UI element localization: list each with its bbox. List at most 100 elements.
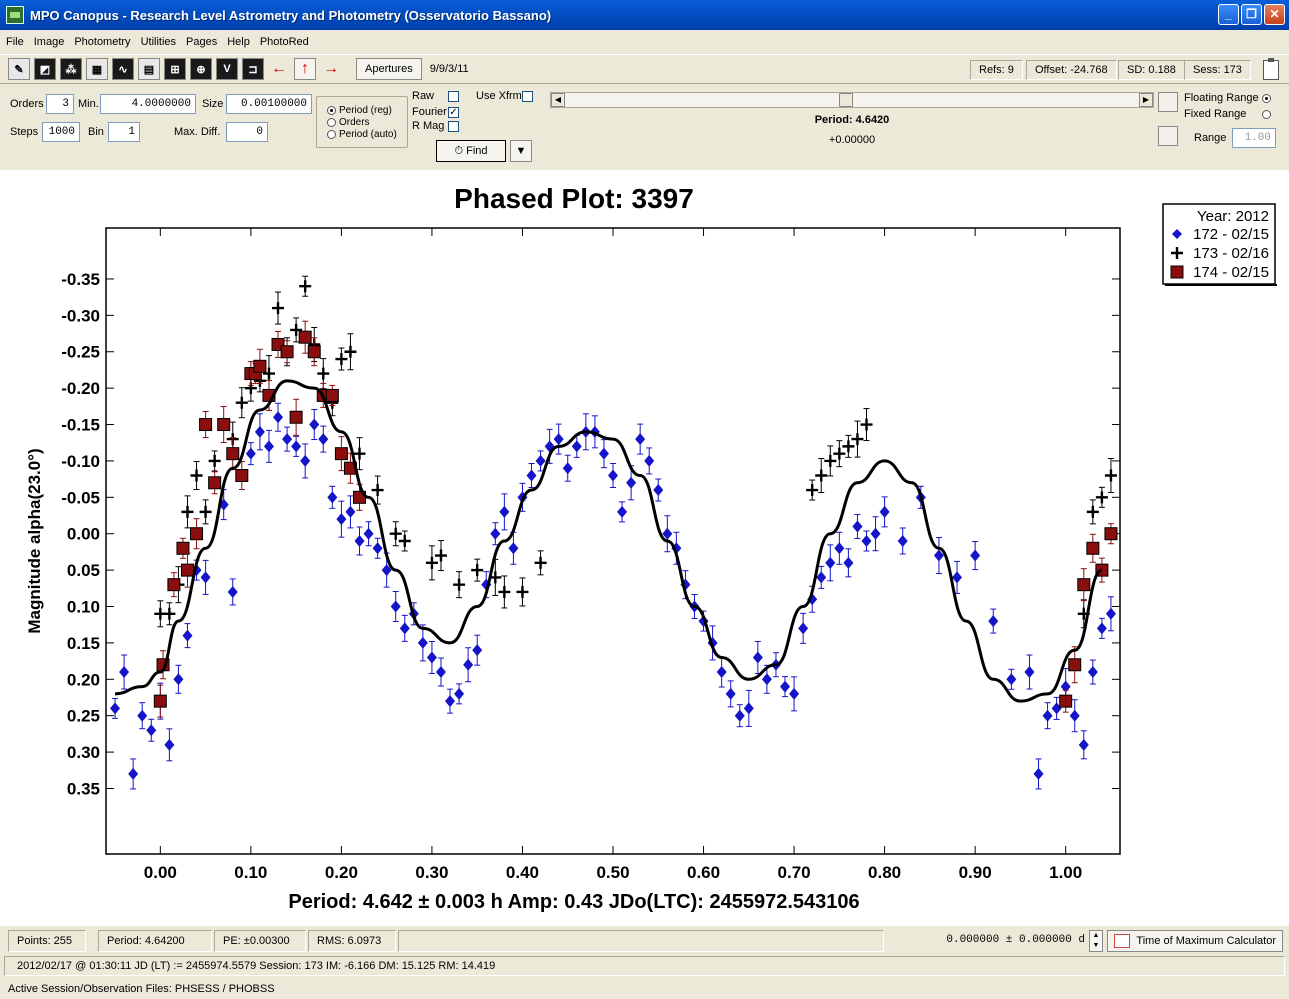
raw-checkbox[interactable]	[448, 91, 459, 102]
maxdiff-input[interactable]: 0	[226, 122, 268, 142]
period-slider[interactable]: ◀ ▶	[550, 92, 1154, 108]
apertures-button[interactable]: Apertures	[356, 58, 422, 80]
data-point-173	[833, 447, 846, 460]
steps-input[interactable]: 1000	[42, 122, 80, 142]
data-point-172	[508, 542, 519, 555]
table-icon[interactable]: ▤	[138, 58, 160, 80]
v-icon[interactable]: V	[216, 58, 238, 80]
data-point-172	[626, 476, 637, 489]
clipboard-icon[interactable]	[1263, 58, 1279, 80]
data-point-172	[870, 527, 881, 540]
data-point-174	[1086, 541, 1100, 555]
session-files: Active Session/Observation Files: PHSESS…	[8, 983, 275, 995]
binoculars-icon[interactable]	[1158, 126, 1178, 146]
size-input[interactable]: 0.00100000	[226, 94, 312, 114]
data-point-172	[608, 469, 618, 482]
radio-period-reg[interactable]: Period (reg)	[327, 105, 392, 116]
data-point-174	[190, 527, 204, 541]
phased-plot-chart: Phased Plot: 3397 0.00 0.10 0.20 0.30 0.40 0.5…	[25, 183, 1277, 913]
y-tick-label: 0.20	[67, 670, 100, 689]
data-point-172	[110, 702, 121, 715]
data-point-172	[1096, 622, 1107, 635]
rms-status: RMS: 6.0973	[308, 930, 396, 952]
data-point-172	[128, 767, 139, 780]
minimize-button[interactable]: _	[1218, 4, 1239, 25]
data-point-174	[180, 563, 194, 577]
chart-title: Phased Plot: 3397	[454, 183, 694, 214]
period-offset: +0.00000	[828, 134, 876, 146]
menu-file[interactable]: File	[6, 36, 24, 48]
graph-icon[interactable]	[1158, 92, 1178, 112]
data-point-174	[1059, 694, 1073, 708]
data-point-173	[335, 353, 348, 366]
radio-selected-icon	[327, 106, 336, 115]
data-point-172	[1042, 709, 1053, 722]
orders-label: Orders	[10, 98, 44, 110]
arrow-right-icon[interactable]: →	[323, 60, 339, 77]
data-point-173	[860, 418, 873, 431]
data-point-172	[617, 505, 628, 518]
arrow-up-icon[interactable]: ↑	[294, 58, 316, 80]
menu-photored[interactable]: PhotoRed	[259, 36, 309, 48]
data-point-173	[235, 396, 248, 409]
grid-icon[interactable]: ▦	[86, 58, 108, 80]
data-point-172	[254, 425, 265, 438]
arrow-left-icon[interactable]: ←	[271, 60, 287, 77]
data-point-173	[806, 484, 819, 497]
usexfrm-checkbox[interactable]	[522, 91, 533, 102]
stars-icon[interactable]: ⁂	[60, 58, 82, 80]
menu-image[interactable]: Image	[33, 36, 65, 48]
menu-photometry[interactable]: Photometry	[74, 36, 131, 48]
slider-left-button[interactable]: ◀	[551, 93, 565, 107]
fixed-range-radio[interactable]	[1262, 110, 1271, 119]
bin-input[interactable]: 1	[108, 122, 140, 142]
slider-right-button[interactable]: ▶	[1139, 93, 1153, 107]
menu-pages[interactable]: Pages	[186, 36, 218, 48]
restore-button[interactable]: ❐	[1241, 4, 1262, 25]
exit-icon[interactable]: ⊐	[242, 58, 264, 80]
close-button[interactable]: ✕	[1264, 4, 1285, 25]
data-point-172	[372, 542, 383, 555]
y-tick-label: -0.30	[61, 306, 100, 325]
data-point-172	[309, 418, 320, 431]
radio-icon	[327, 130, 336, 139]
camera-icon[interactable]: ✎	[8, 58, 30, 80]
data-point-172	[227, 585, 238, 598]
data-point-173	[842, 440, 855, 453]
offset-status: Offset: -24.768	[1026, 60, 1117, 80]
orders-input[interactable]: 3	[46, 94, 74, 114]
chevron-down-icon: ▼	[515, 145, 527, 157]
radio-period-auto[interactable]: Period (auto)	[327, 129, 397, 140]
align-icon[interactable]: ⊕	[190, 58, 212, 80]
tom-spinner[interactable]: ▲ ▼	[1089, 930, 1103, 952]
image-icon[interactable]: ◩	[34, 58, 56, 80]
find-button[interactable]: ⏱ Find	[436, 140, 506, 162]
data-point-172	[662, 527, 673, 540]
target-icon[interactable]: ⊞	[164, 58, 186, 80]
radio-orders-label: Orders	[339, 117, 370, 128]
data-point-172	[752, 651, 763, 664]
x-tick-label: 0.90	[959, 863, 992, 882]
min-input[interactable]: 4.0000000	[100, 94, 196, 114]
floating-range-radio[interactable]	[1262, 94, 1271, 103]
data-point-173	[272, 302, 285, 315]
find-options-dropdown[interactable]: ▼	[510, 140, 532, 162]
menu-help[interactable]: Help	[227, 36, 250, 48]
data-point-173	[163, 607, 176, 620]
data-point-172	[1069, 709, 1080, 722]
menu-utilities[interactable]: Utilities	[140, 36, 177, 48]
data-point-172	[263, 440, 274, 453]
data-point-173	[534, 556, 547, 569]
data-point-172	[644, 454, 655, 467]
fourier-checkbox[interactable]: ✓	[448, 107, 459, 118]
data-point-172	[1105, 607, 1116, 620]
data-point-172	[598, 447, 609, 460]
range-input[interactable]: 1.00	[1232, 128, 1276, 148]
data-point-174	[298, 330, 312, 344]
data-point-172	[273, 411, 284, 424]
slider-thumb[interactable]	[839, 93, 854, 107]
rmag-checkbox[interactable]	[448, 121, 459, 132]
time-of-maximum-button[interactable]: Time of Maximum Calculator	[1107, 930, 1283, 952]
chart-icon[interactable]: ∿	[112, 58, 134, 80]
radio-orders[interactable]: Orders	[327, 117, 370, 128]
